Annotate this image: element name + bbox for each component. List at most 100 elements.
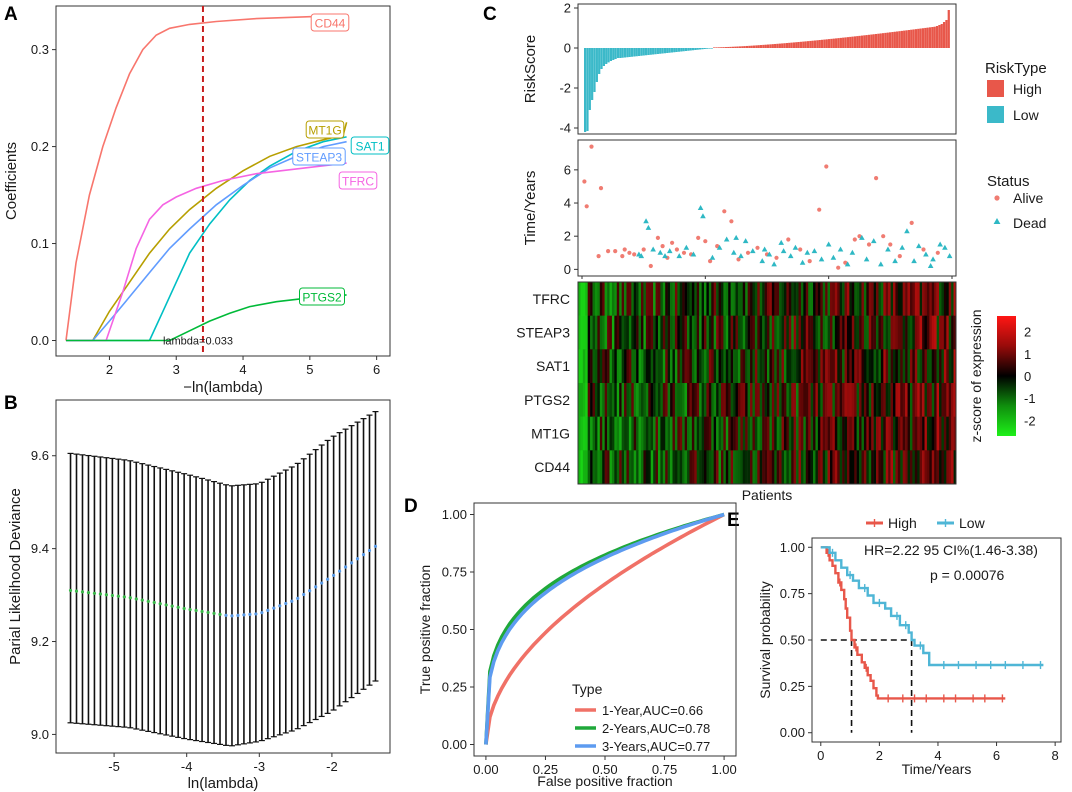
risk-bar [729, 46, 732, 48]
heatmap-cell [803, 315, 807, 350]
heatmap-cell [720, 450, 724, 485]
heatmap-cell [684, 349, 688, 384]
heatmap-cell [597, 349, 601, 384]
risk-bar [656, 48, 659, 54]
heatmap-cell [810, 315, 814, 350]
heatmap-cell [585, 349, 588, 384]
heatmap-cell [594, 450, 598, 485]
cv-mean-point [302, 592, 306, 597]
cv-mean-point [230, 614, 234, 618]
heatmap-cell [849, 349, 853, 384]
heatmap-cell [783, 349, 787, 384]
heatmap-cell [689, 282, 693, 316]
heatmap-cell [895, 450, 899, 485]
heatmap-cell [747, 450, 751, 485]
risk-bar [588, 48, 591, 110]
heatmap-cell [742, 315, 746, 350]
risk-bar [938, 25, 941, 48]
heatmap-cell [825, 315, 828, 350]
risk-bar [670, 48, 674, 53]
heatmap-cell [619, 383, 622, 417]
heatmap-cell [873, 450, 877, 485]
heatmap-cell [909, 383, 913, 417]
heatmap-cell [665, 282, 668, 316]
panel-c2-ytick-label: 0 [564, 262, 571, 277]
risk-bar [825, 39, 828, 48]
heatmap-cell [771, 349, 775, 384]
heatmap-cell [820, 315, 824, 350]
heatmap-cell [905, 282, 908, 316]
heatmap-cell [633, 416, 637, 451]
heatmap-cell [914, 349, 918, 384]
heatmap-cell [767, 450, 770, 485]
gene-label-tfrc: TFRC [342, 175, 374, 189]
heatmap-cell [616, 450, 620, 485]
risk-bar [891, 32, 894, 48]
heatmap-cell [641, 450, 644, 485]
alive-point [888, 242, 893, 247]
heatmap-cell [924, 450, 928, 485]
risk-bar [842, 37, 845, 48]
risk-bar [602, 48, 605, 66]
risk-bar [900, 30, 903, 48]
heatmap-cell [718, 383, 722, 417]
dead-point [749, 248, 756, 254]
roc-legend-title: Type [572, 681, 603, 697]
heatmap-cell [614, 416, 618, 451]
heatmap-cell [803, 416, 807, 451]
heatmap-cell [580, 450, 584, 485]
heatmap-cell [614, 383, 618, 417]
heatmap-cell [607, 315, 610, 350]
heatmap-row-label: MT1G [531, 426, 570, 442]
heatmap-cell [762, 416, 765, 451]
heatmap-cell [905, 450, 908, 485]
heatmap-cell [902, 416, 906, 451]
heatmap-cell [796, 349, 799, 384]
heatmap-cell [859, 349, 862, 384]
heatmap-cell [936, 282, 940, 316]
heatmap-cell [922, 282, 925, 316]
heatmap-cell [919, 282, 923, 316]
heatmap-cell [590, 315, 593, 350]
heatmap-cell [752, 349, 756, 384]
heatmap-cell [900, 315, 903, 350]
heatmap-cell [788, 416, 792, 451]
heatmap-cell [917, 315, 920, 350]
heatmap-cell [633, 349, 637, 384]
heatmap-cell [631, 315, 635, 350]
heatmap-cell [800, 349, 804, 384]
heatmap-cell [614, 282, 618, 316]
panel-b-ylabel: Parial Likelihood Deviance [7, 488, 24, 665]
risk-bar [867, 34, 871, 48]
heatmap-cell [599, 450, 603, 485]
heatmap-cell [725, 349, 729, 384]
heatmap-cell [711, 349, 714, 384]
alive-point [696, 235, 701, 240]
heatmap-cell [759, 315, 763, 350]
heatmap-cell [939, 416, 942, 451]
heatmap-cell [893, 349, 896, 384]
heatmap-cell [718, 416, 722, 451]
risk-bar [769, 44, 772, 48]
heatmap-cell [856, 416, 860, 451]
heatmap-cell [752, 416, 756, 451]
heatmap-cell [825, 383, 828, 417]
heatmap-cell [667, 416, 671, 451]
heatmap-cell [907, 383, 911, 417]
heatmap-cell [815, 349, 819, 384]
heatmap-cell [662, 383, 666, 417]
heatmap-cell [662, 416, 666, 451]
heatmap-cell [609, 282, 613, 316]
risk-bar [722, 47, 725, 48]
heatmap-cell [805, 282, 809, 316]
heatmap-cell [941, 416, 945, 451]
risk-bar [621, 48, 624, 58]
cv-mean-point [182, 606, 186, 611]
heatmap-cell [602, 416, 605, 451]
heatmap-cell [728, 282, 731, 316]
heatmap-cell [594, 315, 598, 350]
heatmap-cell [745, 450, 748, 485]
heatmap-cell [631, 450, 635, 485]
heatmap-cell [699, 383, 702, 417]
panel-b-xlabel: ln(lambda) [188, 775, 259, 792]
